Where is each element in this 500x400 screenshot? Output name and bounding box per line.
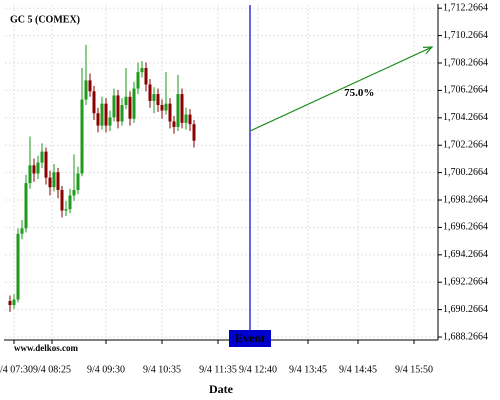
candle-body — [128, 96, 132, 119]
candle-body — [76, 173, 80, 190]
y-tick-label: 1,706.2664 — [443, 85, 488, 96]
event-box — [229, 330, 271, 347]
candle-body — [72, 189, 76, 196]
x-tick-label: 9/4 15:50 — [395, 364, 433, 375]
event-label: Event — [235, 331, 265, 345]
candle-body — [8, 300, 12, 306]
candle-body — [124, 96, 128, 106]
x-axis-label: Date — [209, 382, 234, 396]
candle-body — [136, 72, 140, 89]
candle-body — [88, 80, 92, 92]
candle-body — [52, 172, 56, 188]
y-tick-label: 1,702.2664 — [443, 140, 488, 151]
candle-body — [156, 94, 160, 106]
y-tick-label: 1,688.2664 — [443, 331, 488, 342]
x-tick-label: 9/4 12:40 — [239, 364, 277, 375]
candle-body — [144, 68, 148, 85]
candle-body — [40, 151, 44, 163]
y-tick-label: 1,690.2664 — [443, 304, 488, 315]
y-tick-label: 1,710.2664 — [443, 30, 488, 41]
candle-body — [64, 209, 68, 211]
candle-body — [184, 114, 188, 123]
x-tick-label: 9/4 11:35 — [199, 364, 237, 375]
projection-arrow — [249, 46, 433, 132]
x-tick-label: 9/4 13:45 — [289, 364, 327, 375]
candle-body — [36, 162, 40, 174]
y-tick-label: 1,704.2664 — [443, 112, 488, 123]
candle-body — [80, 99, 84, 174]
x-tick-label: 9/4 07:30 — [0, 364, 33, 375]
candle-body — [132, 88, 136, 119]
y-tick-label: 1,700.2664 — [443, 167, 488, 178]
candle-body — [120, 105, 124, 122]
candle-body — [116, 95, 120, 122]
y-tick-label: 1,696.2664 — [443, 222, 488, 233]
candle-body — [148, 84, 152, 101]
y-tick-label: 1,698.2664 — [443, 194, 488, 205]
candle-body — [44, 151, 48, 178]
watermark: www.delkos.com — [14, 343, 79, 353]
candle-body — [12, 299, 16, 306]
x-tick-label: 9/4 09:30 — [87, 364, 125, 375]
candle-body — [68, 195, 72, 210]
candle-body — [48, 177, 52, 188]
y-tick-label: 1,712.2664 — [443, 2, 488, 13]
candle-body — [60, 189, 64, 211]
arrow-label: 75.0% — [344, 87, 374, 99]
candle-body — [140, 68, 144, 73]
y-tick-label: 1,692.2664 — [443, 277, 488, 288]
y-tick-label: 1,694.2664 — [443, 249, 488, 260]
y-tick-label: 1,708.2664 — [443, 57, 488, 68]
candle-body — [188, 114, 192, 125]
candle-body — [192, 124, 196, 141]
candle-body — [16, 233, 20, 300]
candle-body — [104, 103, 108, 126]
candle-body — [56, 172, 60, 190]
candle-body — [168, 103, 172, 122]
x-tick-label: 9/4 08:25 — [33, 364, 71, 375]
candle-body — [84, 80, 88, 100]
candle-body — [160, 105, 164, 111]
candle-body — [176, 94, 180, 127]
candle-body — [32, 165, 36, 174]
candle-body — [92, 91, 96, 114]
arrow-head — [422, 46, 434, 55]
candle-body — [164, 103, 168, 111]
chart-title: GC 5 (COMEX) — [10, 14, 80, 25]
candle-body — [172, 121, 176, 127]
candle-body — [108, 117, 112, 126]
candle-body — [180, 94, 184, 123]
candle-body — [96, 113, 100, 126]
candle-body — [24, 183, 28, 229]
candle-body — [152, 94, 156, 101]
candle-body — [112, 95, 116, 118]
x-tick-label: 9/4 10:35 — [143, 364, 181, 375]
candle-body — [100, 103, 104, 126]
candle-body — [28, 165, 32, 184]
x-tick-label: 9/4 14:45 — [339, 364, 377, 375]
candle-body — [20, 228, 24, 234]
